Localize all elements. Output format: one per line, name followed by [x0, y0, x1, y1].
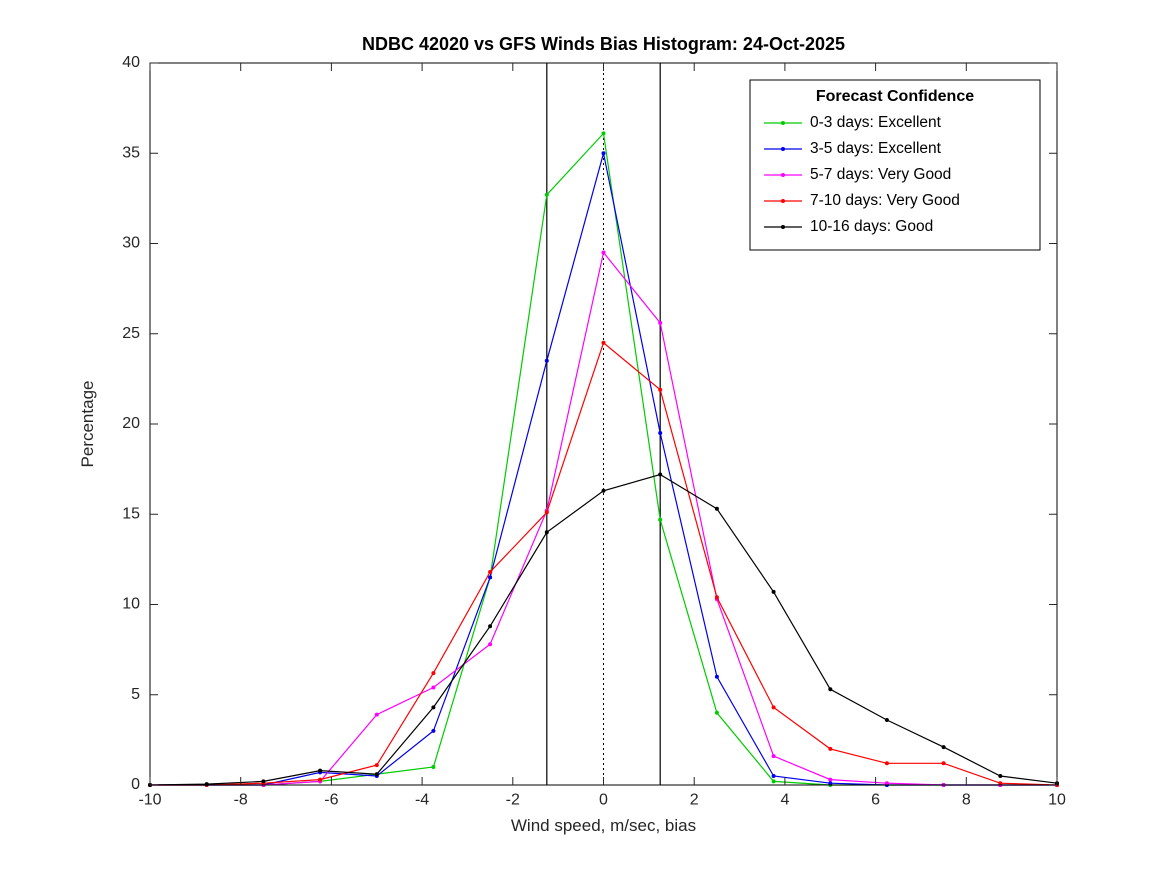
series-marker [884, 781, 889, 786]
chart-title: NDBC 42020 vs GFS Winds Bias Histogram: … [361, 34, 845, 54]
x-tick-label: 8 [962, 791, 971, 808]
legend-entry-label: 10-16 days: Good [810, 218, 933, 235]
series-marker [771, 779, 776, 784]
series-marker [658, 517, 663, 522]
x-tick-label: 6 [871, 791, 880, 808]
series-marker [658, 387, 663, 392]
y-tick-label: 15 [122, 505, 140, 522]
series-marker [658, 320, 663, 325]
x-tick-label: 10 [1048, 791, 1066, 808]
series-marker [658, 431, 663, 435]
y-tick-label: 20 [122, 415, 140, 432]
series-marker [714, 710, 719, 715]
series-marker [771, 705, 776, 710]
series-marker [658, 472, 663, 477]
series-marker [714, 595, 719, 600]
x-tick-label: 0 [599, 791, 608, 808]
series-marker [374, 763, 379, 768]
series-marker [544, 358, 549, 363]
legend-entry-label: 5-7 days: Very Good [810, 166, 951, 183]
series-marker [431, 685, 436, 690]
x-tick-label: 2 [690, 791, 699, 808]
series-marker [771, 754, 776, 759]
y-tick-label: 5 [131, 686, 140, 703]
y-tick-label: 35 [122, 144, 140, 161]
series-marker [431, 765, 436, 769]
series-marker [374, 712, 379, 717]
series-marker [828, 746, 833, 751]
x-axis-label: Wind speed, m/sec, bias [510, 816, 697, 835]
legend-entry-label: 3-5 days: Excellent [810, 140, 942, 157]
series-marker [771, 589, 776, 594]
series-marker [544, 530, 549, 535]
series-marker [601, 340, 606, 345]
series-marker [941, 761, 946, 766]
legend-entry-label: 7-10 days: Very Good [810, 192, 960, 209]
series-marker [714, 674, 719, 679]
series-marker [998, 781, 1003, 786]
series-marker [374, 772, 379, 777]
series-marker [544, 192, 549, 197]
series-marker [601, 151, 606, 156]
y-tick-label: 30 [122, 235, 140, 252]
legend-entry-marker [781, 173, 785, 177]
series-marker [431, 705, 436, 710]
series-marker [488, 624, 493, 629]
y-axis-label: Percentage [78, 380, 97, 468]
series-marker [318, 768, 323, 773]
legend-entry-marker [781, 199, 785, 203]
series-marker [431, 671, 436, 676]
x-tick-label: -8 [234, 791, 248, 808]
x-tick-label: 4 [780, 791, 789, 808]
series-marker [998, 774, 1003, 778]
x-tick-label: -2 [506, 791, 520, 808]
series-marker [488, 575, 493, 580]
series-marker [828, 687, 833, 692]
series-marker [601, 488, 606, 493]
legend-title: Forecast Confidence [816, 88, 974, 105]
series-marker [941, 745, 946, 750]
series-marker [431, 728, 436, 733]
y-tick-label: 0 [131, 776, 140, 793]
legend-box [749, 79, 1041, 251]
x-tick-label: -4 [415, 791, 429, 808]
series-marker [544, 510, 549, 515]
series-marker [261, 779, 266, 784]
series-marker [601, 250, 606, 255]
legend-entry-marker [781, 147, 785, 151]
series-marker [771, 774, 776, 778]
y-tick-label: 40 [122, 54, 140, 71]
series-marker [884, 761, 889, 766]
series-marker [601, 131, 606, 136]
y-tick-label: 25 [122, 325, 140, 342]
series-marker [488, 642, 493, 647]
series-marker [884, 718, 889, 722]
x-tick-label: -6 [324, 791, 338, 808]
y-tick-label: 10 [122, 596, 140, 613]
series-marker [828, 781, 833, 786]
series-marker [318, 777, 323, 782]
series-marker [828, 777, 833, 782]
legend-entry-label: 0-3 days: Excellent [810, 114, 942, 131]
legend-entry-marker [781, 121, 785, 125]
series-marker [714, 506, 719, 511]
x-tick-label: -10 [138, 791, 161, 808]
series-marker [488, 570, 493, 574]
legend-entry-marker [781, 225, 785, 229]
